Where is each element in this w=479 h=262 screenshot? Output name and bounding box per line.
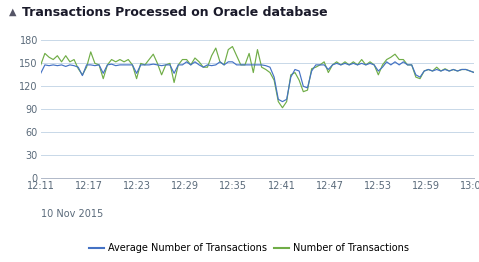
Text: Transactions Processed on Oracle database: Transactions Processed on Oracle databas… <box>22 6 327 19</box>
Text: ▲: ▲ <box>9 7 16 17</box>
Text: 10 Nov 2015: 10 Nov 2015 <box>41 209 103 219</box>
Legend: Average Number of Transactions, Number of Transactions: Average Number of Transactions, Number o… <box>85 239 413 257</box>
